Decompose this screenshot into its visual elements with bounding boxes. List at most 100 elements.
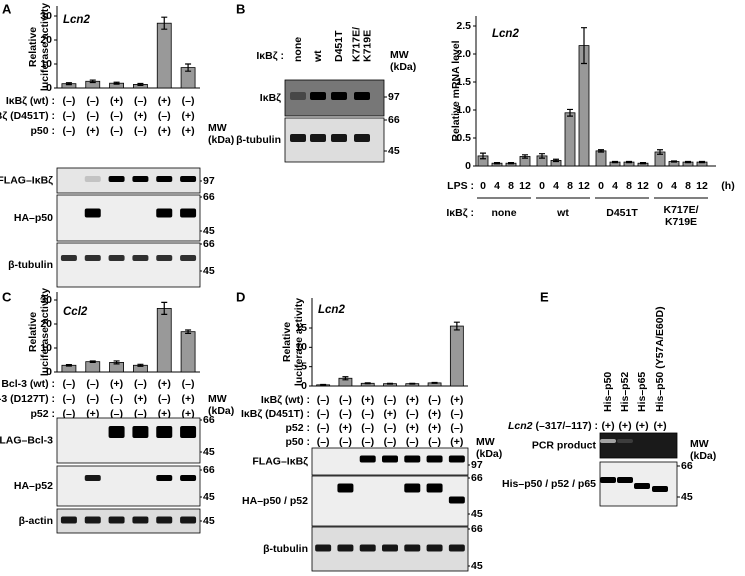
condition-mark: (–)	[62, 110, 75, 122]
band	[60, 255, 77, 261]
error-bar	[65, 82, 72, 86]
x-tick-label: 12	[519, 180, 531, 192]
bar	[156, 307, 172, 373]
condition-mark: (+)	[182, 110, 195, 122]
condition-mark: (–)	[62, 408, 75, 420]
y-tick-label: 0	[46, 82, 52, 94]
error-bar	[320, 383, 327, 386]
blot-label: HA–p52	[14, 480, 53, 492]
blot	[56, 417, 201, 464]
band	[180, 475, 197, 481]
condition-mark: (+)	[450, 394, 463, 406]
lane-label: K717E/	[350, 27, 362, 62]
y-tick-label: 30	[40, 294, 52, 306]
error-bar	[508, 162, 514, 165]
band	[108, 516, 125, 524]
y-tick-label: 0	[465, 160, 471, 172]
lane-label: His–p50	[602, 372, 614, 412]
band	[315, 544, 332, 552]
condition-mark: (+)	[428, 408, 441, 420]
group-name: none	[491, 207, 516, 219]
band	[180, 208, 197, 218]
condition-mark: (–)	[406, 408, 419, 420]
condition-mark: (–)	[134, 95, 147, 107]
chart-title: Lcn2	[492, 28, 519, 40]
condition-mark: (+)	[158, 408, 171, 420]
condition-label: Bcl-3 (D127T) :	[0, 393, 55, 405]
error-bar	[89, 360, 96, 363]
band	[426, 455, 443, 463]
band	[331, 92, 347, 100]
band	[448, 455, 465, 463]
condition-mark: (–)	[62, 393, 75, 405]
band	[404, 544, 421, 552]
error-bar	[581, 27, 587, 65]
bar	[85, 361, 101, 373]
bar	[564, 112, 576, 167]
band	[180, 516, 197, 524]
error-bar	[539, 153, 545, 159]
mw-value: 66	[203, 464, 215, 476]
condition-label: IκBζ (wt) :	[6, 95, 55, 107]
blot	[599, 432, 678, 459]
condition-mark: (–)	[317, 436, 330, 448]
condition-mark: (–)	[62, 125, 75, 137]
template-mark: (+)	[601, 420, 614, 432]
condition-mark: (+)	[134, 110, 147, 122]
y-tick-label: 30	[40, 10, 52, 22]
condition-mark: (–)	[158, 393, 171, 405]
x-tick-label: 4	[671, 180, 677, 192]
condition-mark: (+)	[383, 408, 396, 420]
error-bar	[671, 160, 677, 163]
error-bar	[567, 108, 573, 117]
condition-mark: (+)	[339, 422, 352, 434]
y-axis-label: luciferase activity	[293, 298, 305, 386]
condition-mark: (+)	[182, 408, 195, 420]
x-tick-label: 8	[685, 180, 691, 192]
x-axis-unit: (h)	[721, 180, 734, 192]
condition-mark: (+)	[361, 394, 374, 406]
condition-mark: (–)	[384, 422, 397, 434]
condition-mark: (+)	[428, 422, 441, 434]
band	[331, 134, 347, 142]
error-bar	[431, 381, 438, 384]
y-tick-label: 20	[40, 34, 52, 46]
error-bar	[137, 363, 144, 367]
condition-mark: (–)	[134, 125, 147, 137]
error-bar	[161, 16, 168, 30]
blot-label: HA–p50	[14, 212, 53, 224]
panel-letter: B	[236, 1, 245, 16]
condition-mark: (–)	[428, 436, 441, 448]
condition-mark: (–)	[158, 110, 171, 122]
condition-mark: (+)	[86, 125, 99, 137]
lane-label: His–p65	[636, 372, 648, 412]
band	[354, 92, 370, 100]
band	[337, 483, 354, 493]
error-bar	[161, 301, 168, 315]
blot-label: FLAG–IκBζ	[0, 174, 53, 186]
condition-mark: (–)	[428, 394, 441, 406]
band	[600, 477, 616, 483]
condition-mark: (+)	[158, 378, 171, 390]
y-tick-label: 1.0	[456, 104, 471, 116]
band	[617, 477, 633, 483]
lane-label: His–p50 (Y57A/E60D)	[654, 306, 666, 412]
condition-label: p50 :	[30, 125, 55, 137]
lane-label: His–p52	[619, 372, 631, 412]
panel-letter: A	[2, 1, 12, 16]
band	[290, 134, 306, 142]
template-mark: (+)	[635, 420, 648, 432]
error-bar	[65, 363, 72, 367]
error-bar	[113, 81, 120, 85]
condition-mark: (+)	[450, 436, 463, 448]
condition-mark: (–)	[384, 436, 397, 448]
band	[652, 486, 668, 492]
condition-mark: (–)	[110, 408, 123, 420]
bar	[449, 325, 464, 387]
chart-title: Ccl2	[63, 306, 88, 318]
band	[132, 176, 149, 182]
y-tick-label: 10	[40, 58, 52, 70]
condition-mark: (+)	[110, 95, 123, 107]
y-axis-label: luciferase activity	[39, 3, 51, 91]
condition-mark: (+)	[134, 393, 147, 405]
